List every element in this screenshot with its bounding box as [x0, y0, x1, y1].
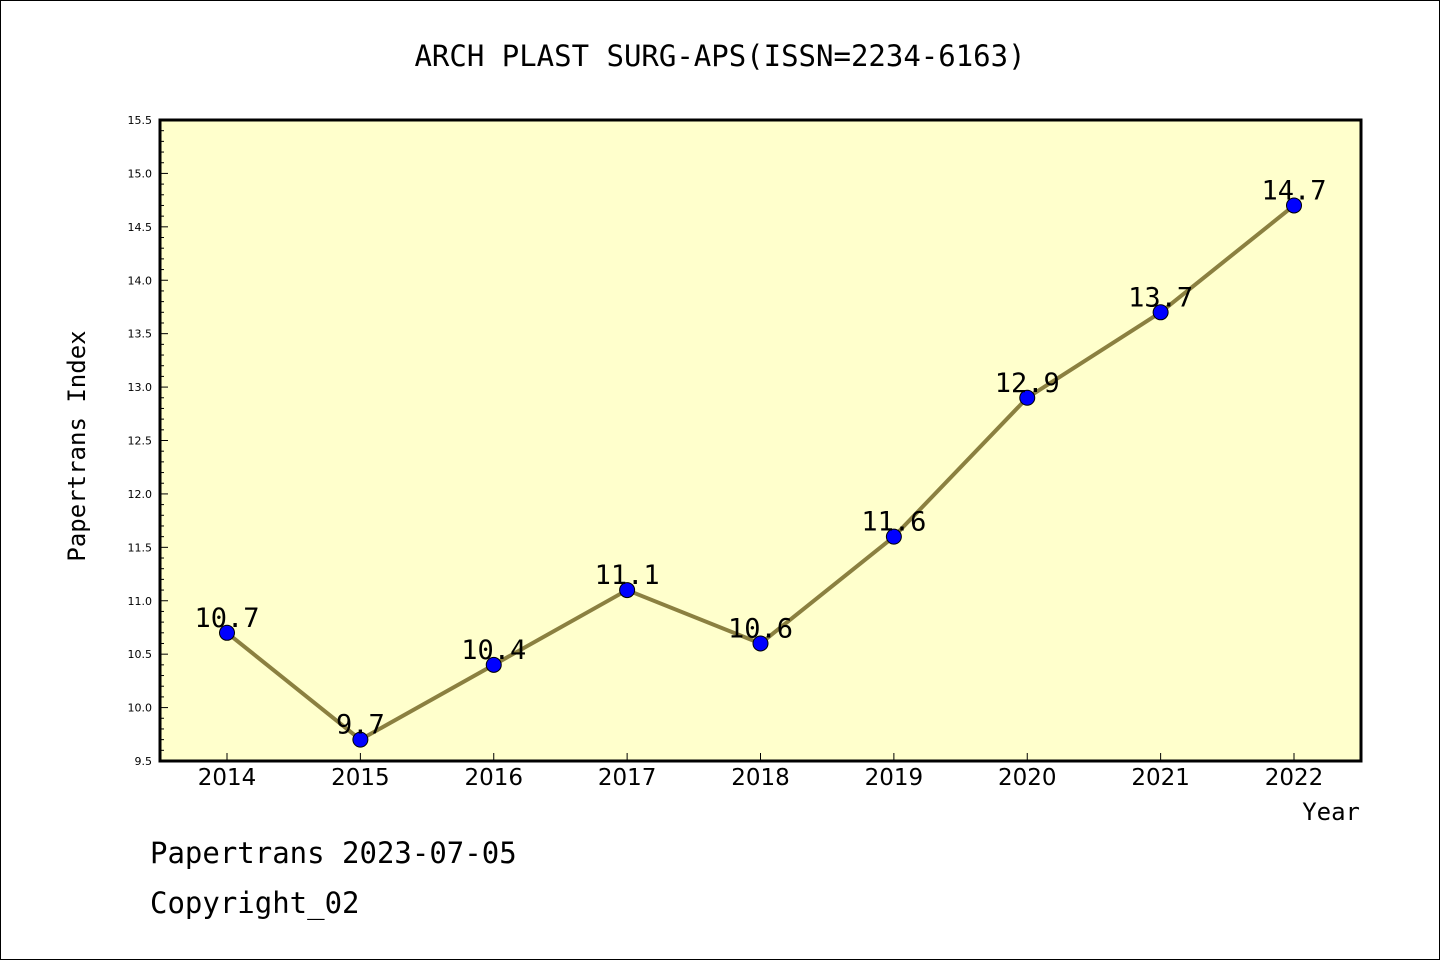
y-tick-label: 10.5 [128, 648, 153, 661]
footer-copyright: Copyright_02 [150, 886, 360, 920]
data-label: 11.1 [595, 560, 660, 591]
y-tick-label: 14.0 [128, 274, 153, 287]
plot-area [158, 118, 1363, 763]
data-point [219, 624, 235, 641]
data-label: 10.7 [194, 603, 259, 634]
data-labels: 10.7 9.7 10.4 11.1 10.6 11.6 12.9 13.7 14.7 [194, 175, 1326, 740]
y-tick-label: 12.5 [128, 435, 153, 448]
data-label: 9.7 [336, 710, 385, 741]
data-label: 12.9 [995, 368, 1060, 399]
data-label: 11.6 [861, 507, 926, 538]
data-label: 10.6 [728, 613, 793, 644]
x-tick-label: 2022 [1265, 765, 1324, 791]
y-tick-label: 14.5 [128, 221, 153, 234]
y-axis: 9.5 10.0 10.5 11.0 11.5 12.0 12.5 13.0 13.5 14.0 1… [128, 114, 168, 768]
x-tick-label: 2015 [331, 765, 390, 791]
x-tick-label: 2016 [464, 765, 523, 791]
data-point [352, 731, 369, 748]
footer-date: Papertrans 2023-07-05 [150, 836, 517, 870]
y-tick-label: 10.0 [128, 702, 153, 715]
chart-title: ARCH PLAST SURG-APS(ISSN=2234-6163) [414, 39, 1025, 73]
data-label: 14.7 [1261, 175, 1326, 206]
y-tick-label: 13.5 [128, 328, 153, 341]
x-axis: 2014 2015 2016 2017 2018 2019 2020 2021 2022 [198, 753, 1324, 791]
data-label: 13.7 [1128, 282, 1193, 313]
y-tick-label: 13.0 [128, 381, 153, 394]
data-label: 10.4 [461, 635, 526, 666]
x-tick-label: 2017 [598, 765, 657, 791]
x-tick-label: 2019 [865, 765, 924, 791]
x-tick-label: 2020 [998, 765, 1057, 791]
x-axis-label: Year [1302, 798, 1360, 826]
y-tick-label: 12.0 [128, 488, 153, 501]
data-markers [219, 197, 1302, 748]
data-point [885, 528, 902, 545]
y-tick-label: 15.5 [128, 114, 153, 127]
data-point [1152, 304, 1169, 321]
x-tick-label: 2014 [198, 765, 257, 791]
x-tick-label: 2018 [731, 765, 790, 791]
y-axis-label: Papertrans Index [63, 330, 91, 561]
y-tick-label: 11.0 [128, 595, 153, 608]
y-tick-label: 15.0 [128, 167, 153, 180]
y-tick-label: 9.5 [135, 755, 153, 768]
y-tick-label: 11.5 [128, 541, 153, 554]
data-point [619, 582, 636, 599]
data-point [485, 656, 502, 673]
x-tick-label: 2021 [1131, 765, 1190, 791]
data-point [1286, 197, 1302, 214]
data-point [752, 635, 769, 652]
data-point [1019, 389, 1036, 406]
